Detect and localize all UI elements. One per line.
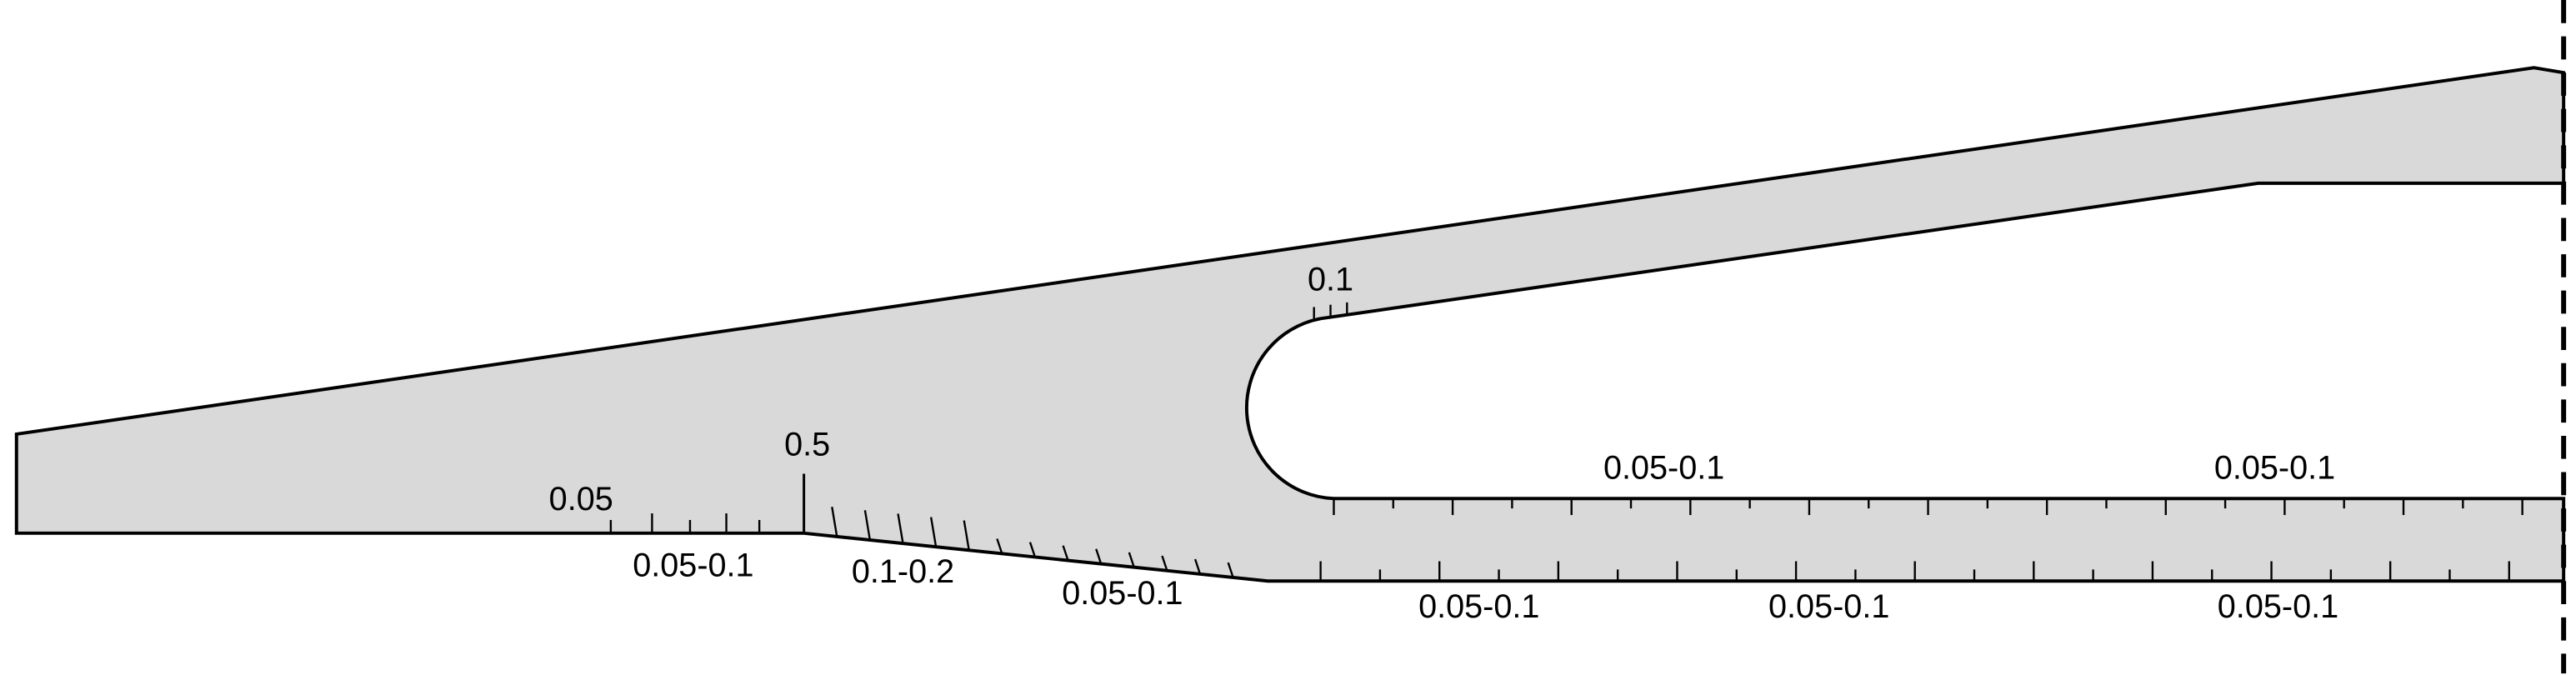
- label: 0.05-0.1: [1768, 588, 1889, 625]
- label: 0.05: [549, 481, 613, 518]
- label: 0.1: [1308, 262, 1353, 298]
- tick: [1193, 558, 1202, 575]
- label: 0.05-0.1: [2214, 449, 2335, 486]
- tick: [929, 517, 938, 548]
- label: 0.05-0.1: [1603, 449, 1724, 486]
- tick: [1095, 548, 1103, 564]
- label: 0.05-0.1: [633, 547, 753, 583]
- label: 0.05-0.1: [2218, 588, 2338, 625]
- tick: [963, 520, 970, 551]
- tick: [1028, 542, 1037, 558]
- tick: [897, 513, 904, 544]
- tick: [1128, 552, 1135, 568]
- label: 0.05-0.1: [1418, 588, 1539, 625]
- tick: [996, 538, 1003, 554]
- tick: [1062, 545, 1069, 561]
- tick: [1161, 555, 1168, 572]
- ticks: [609, 302, 2523, 582]
- label: 0.5: [784, 427, 830, 463]
- tick: [1227, 562, 1234, 578]
- part-outline: [14, 66, 2566, 583]
- tick: [863, 510, 872, 541]
- tick: [831, 507, 838, 538]
- label: 0.1-0.2: [852, 553, 954, 590]
- label: 0.05-0.1: [1062, 575, 1183, 612]
